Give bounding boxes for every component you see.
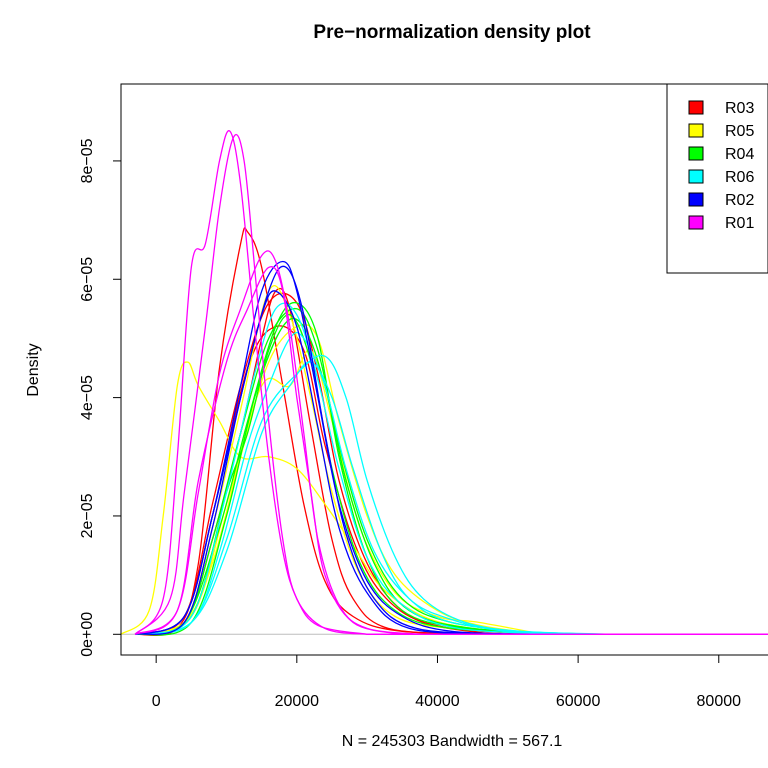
density-curve-r06-12 xyxy=(134,361,768,635)
y-axis-label: Density xyxy=(25,343,42,396)
y-tick-label: 0e+00 xyxy=(79,612,96,657)
legend: R03 R05 R04 R06 R02 R01 xyxy=(666,83,768,274)
x-tick-label: 20000 xyxy=(275,693,320,710)
y-tick-label: 8e−05 xyxy=(79,138,96,183)
legend-swatch-r03 xyxy=(688,100,704,115)
legend-swatch-r06 xyxy=(688,169,704,184)
density-curve-r04-8 xyxy=(134,308,768,635)
y-tick-label: 2e−05 xyxy=(79,493,96,538)
density-curve-r03-3 xyxy=(134,287,768,635)
y-tick-label: 6e−05 xyxy=(79,257,96,302)
legend-label-r04: R04 xyxy=(725,146,754,163)
density-curve-r06-13 xyxy=(134,354,768,635)
legend-swatch-r01 xyxy=(688,215,704,230)
x-tick-label: 60000 xyxy=(556,693,601,710)
density-curve-r04-9 xyxy=(134,301,768,636)
chart-title: Pre−normalization density plot xyxy=(313,22,591,43)
density-curve-r01-20 xyxy=(134,133,768,635)
density-curve-r02-18 xyxy=(134,290,768,635)
x-tick-label: 40000 xyxy=(415,693,460,710)
x-axis: 0 20000 40000 60000 80000 xyxy=(152,654,742,710)
legend-swatch-r05 xyxy=(688,123,704,138)
y-axis: 0e+00 2e−05 4e−05 6e−05 8e−05 xyxy=(79,138,122,657)
legend-swatch-r04 xyxy=(688,146,704,161)
density-curve-r06-15 xyxy=(134,302,768,635)
density-curve-r05-4 xyxy=(121,361,768,635)
x-axis-label: N = 245303 Bandwidth = 567.1 xyxy=(342,733,563,750)
legend-label-r03: R03 xyxy=(725,100,754,117)
density-curve-r01-21 xyxy=(134,250,768,635)
legend-swatch-r02 xyxy=(688,192,704,207)
legend-box xyxy=(666,83,768,274)
density-curve-r02-17 xyxy=(134,265,768,636)
legend-label-r05: R05 xyxy=(725,123,754,140)
density-curve-r01-22 xyxy=(134,266,768,635)
legend-label-r02: R02 xyxy=(725,192,754,209)
density-curve-r06-14 xyxy=(134,331,768,635)
legend-label-r06: R06 xyxy=(725,169,754,186)
density-curve-r03-1 xyxy=(134,292,768,635)
x-tick-label: 80000 xyxy=(697,693,742,710)
y-tick-label: 4e−05 xyxy=(79,375,96,420)
x-tick-label: 0 xyxy=(152,693,161,710)
legend-label-r01: R01 xyxy=(725,215,754,232)
density-curves xyxy=(121,130,768,637)
density-curve-r03-0 xyxy=(135,227,768,637)
